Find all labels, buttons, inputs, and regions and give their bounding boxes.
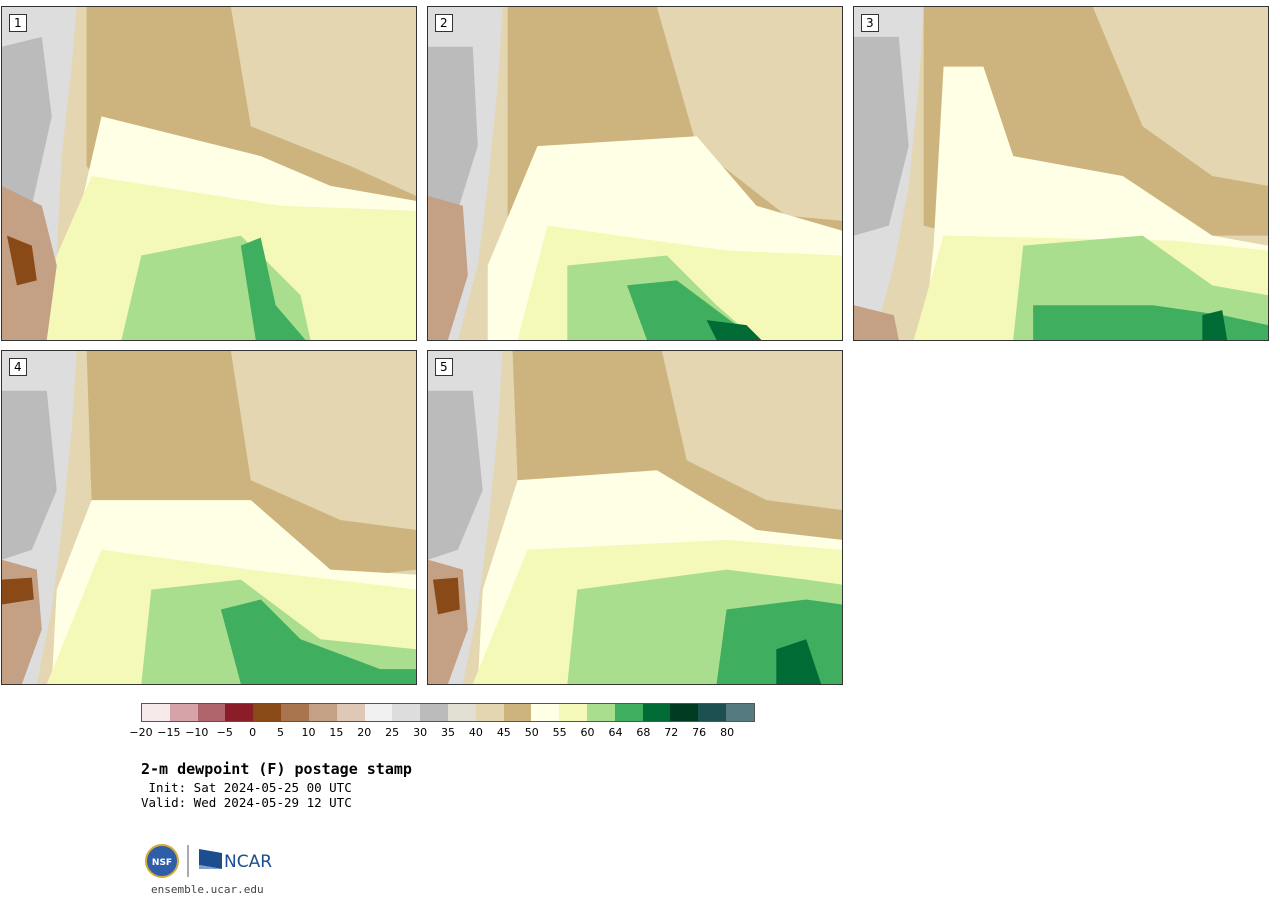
colorbar-tick-label: 10 [301,726,316,739]
panel-label: 3 [861,14,879,32]
colorbar-tick-label: 64 [608,726,623,739]
colorbar-tick-label: 55 [552,726,567,739]
colorbar-cell [587,704,615,721]
ncar-logo-text: NCAR [224,852,272,872]
colorbar-cell [336,704,365,721]
colorbar-cell [142,704,170,721]
colorbar-cell [392,704,421,721]
panel-label: 1 [9,14,27,32]
colorbar-cell [364,704,393,721]
colorbar-tick-label: 30 [413,726,428,739]
dewpoint-map [428,7,842,340]
colorbar-tick-label: 25 [385,726,400,739]
colorbar-tick-label: 60 [580,726,595,739]
panel-5: 5 [427,350,843,685]
panel-label: 5 [435,358,453,376]
colorbar-cell [726,704,754,721]
colorbar-tick-label: −15 [157,726,181,739]
colorbar-cell [531,704,560,721]
colorbar-cell [698,704,727,721]
colorbar-tick-label: −20 [129,726,153,739]
valid-time: Valid: Wed 2024-05-29 12 UTC [141,795,352,810]
colorbar-ticks: −20 −15 −10 −5 0 5 10 15 20 25 30 35 40 45 50 55 60 64 68 7… [129,726,755,742]
dewpoint-map [428,351,842,684]
colorbar-tick-label: 50 [524,726,539,739]
nsf-logo-text: NSF [152,858,172,868]
colorbar-cell [420,704,448,721]
panel-label: 2 [435,14,453,32]
colorbar-cell [253,704,282,721]
panel-1: 1 [1,6,417,341]
colorbar-tick-label: 5 [277,726,285,739]
colorbar-cell [308,704,337,721]
panel-4: 4 [1,350,417,685]
dewpoint-map [2,351,416,684]
colorbar-tick-label: 72 [664,726,679,739]
nsf-ncar-logo: NSF NCAR [144,843,272,879]
colorbar-cell [559,704,587,721]
dewpoint-map [2,7,416,340]
site-link[interactable]: ensemble.ucar.edu [151,883,264,896]
panel-2: 2 [427,6,843,341]
colorbar-tick-label: −5 [216,726,233,739]
colorbar-cell [642,704,671,721]
colorbar-cell [169,704,198,721]
panel-label: 4 [9,358,27,376]
colorbar-cell [225,704,254,721]
colorbar-tick-label: 15 [329,726,344,739]
panel-3: 3 [853,6,1269,341]
colorbar-cell [614,704,643,721]
colorbar-cell [281,704,309,721]
page-title: 2-m dewpoint (F) postage stamp [141,760,412,778]
colorbar-tick-label: 40 [468,726,483,739]
colorbar [141,703,755,722]
colorbar-tick-label: 80 [720,726,735,739]
colorbar-tick-label: 20 [357,726,372,739]
colorbar-cell [197,704,226,721]
colorbar-cell [475,704,504,721]
colorbar-tick-label: 0 [249,726,257,739]
colorbar-tick-label: 76 [692,726,707,739]
colorbar-tick-label: 45 [496,726,511,739]
colorbar-cell [503,704,532,721]
dewpoint-map [854,7,1268,340]
colorbar-cell [447,704,476,721]
init-time: Init: Sat 2024-05-25 00 UTC [141,780,352,795]
colorbar-tick-label: 35 [441,726,455,739]
colorbar-cell [670,704,699,721]
colorbar-tick-label: −10 [185,726,209,739]
colorbar-tick-label: 68 [636,726,651,739]
